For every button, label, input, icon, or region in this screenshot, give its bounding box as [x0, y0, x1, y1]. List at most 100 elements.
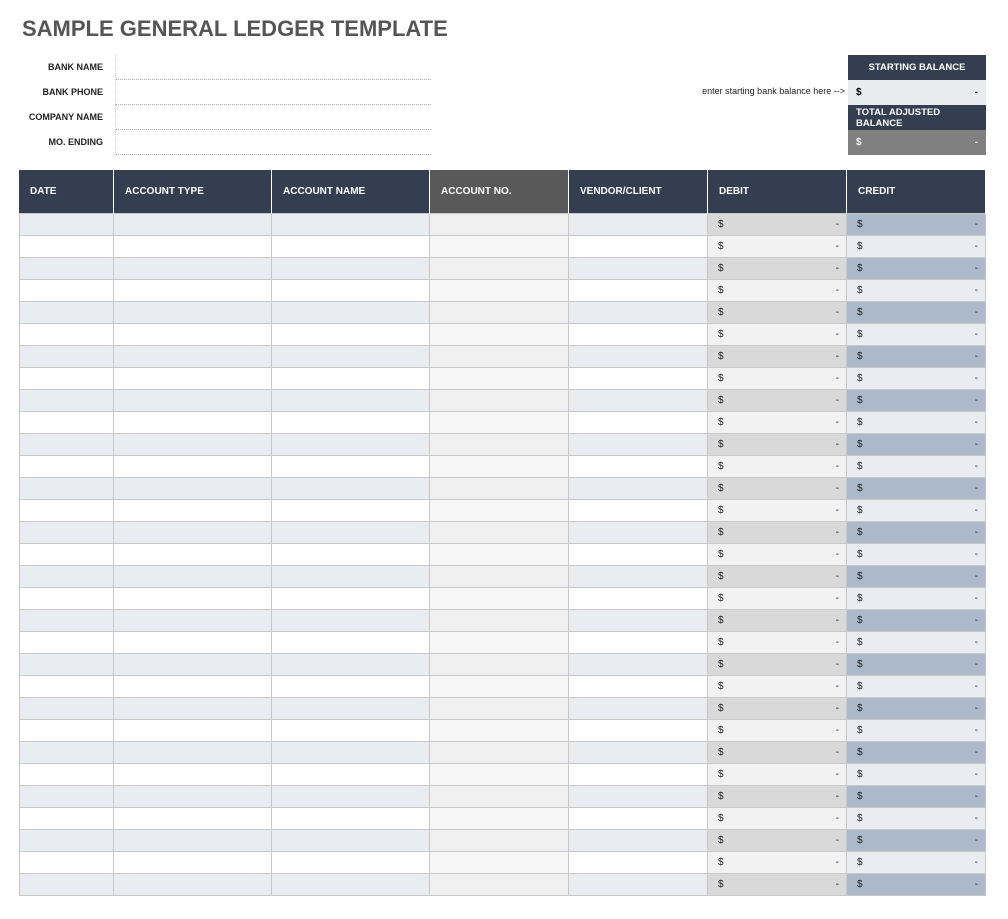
table-cell — [114, 830, 272, 852]
currency: $ — [857, 703, 863, 714]
amount: - — [974, 879, 978, 890]
table-cell — [272, 830, 430, 852]
table-cell — [272, 742, 430, 764]
table-cell: $ - — [847, 632, 986, 654]
table-cell — [569, 632, 708, 654]
amount: - — [835, 835, 839, 846]
table-cell: $ - — [847, 390, 986, 412]
table-cell — [569, 742, 708, 764]
table-cell — [114, 324, 272, 346]
currency: $ — [718, 813, 724, 824]
table-cell — [569, 368, 708, 390]
table-cell — [272, 698, 430, 720]
table-cell — [19, 280, 114, 302]
amount: - — [835, 571, 839, 582]
table-cell: $ - — [847, 720, 986, 742]
amount: - — [974, 483, 978, 494]
table-cell — [272, 324, 430, 346]
currency: $ — [718, 659, 724, 670]
table-cell: $ - — [708, 676, 847, 698]
table-cell — [114, 698, 272, 720]
amount: - — [835, 769, 839, 780]
currency: $ — [718, 549, 724, 560]
currency: $ — [718, 835, 724, 846]
column-header: DEBIT — [708, 170, 847, 214]
table-cell — [114, 346, 272, 368]
currency: $ — [857, 835, 863, 846]
table-cell: $ - — [847, 698, 986, 720]
table-cell: $ - — [847, 214, 986, 236]
amount: - — [835, 351, 839, 362]
currency: $ — [718, 505, 724, 516]
column-header: CREDIT — [847, 170, 986, 214]
table-cell — [19, 478, 114, 500]
amount: - — [835, 879, 839, 890]
table-cell — [430, 698, 569, 720]
amount: - — [974, 637, 978, 648]
currency: $ — [718, 637, 724, 648]
amount: - — [835, 659, 839, 670]
table-cell: $ - — [847, 478, 986, 500]
table-cell — [19, 522, 114, 544]
table-cell — [114, 544, 272, 566]
amount: - — [835, 241, 839, 252]
currency: $ — [718, 417, 724, 428]
table-cell — [19, 390, 114, 412]
amount: - — [835, 593, 839, 604]
amount: - — [835, 791, 839, 802]
table-cell — [19, 654, 114, 676]
amount: - — [835, 725, 839, 736]
currency: $ — [718, 219, 724, 230]
table-cell — [430, 720, 569, 742]
currency: $ — [718, 241, 724, 252]
table-cell: $ - — [708, 544, 847, 566]
currency: $ — [857, 593, 863, 604]
currency: $ — [718, 747, 724, 758]
table-cell: $ - — [847, 280, 986, 302]
table-cell — [430, 786, 569, 808]
table-cell: $ - — [847, 522, 986, 544]
table-cell — [19, 368, 114, 390]
amount: - — [974, 857, 978, 868]
table-cell — [272, 588, 430, 610]
table-cell: $ - — [708, 698, 847, 720]
field-label: BANK NAME — [48, 62, 103, 72]
currency: $ — [857, 307, 863, 318]
table-cell: $ - — [708, 214, 847, 236]
table-cell: $ - — [708, 500, 847, 522]
table-cell — [569, 654, 708, 676]
table-cell: $ - — [708, 434, 847, 456]
table-cell: $ - — [708, 258, 847, 280]
currency: $ — [857, 857, 863, 868]
field-label: MO. ENDING — [48, 137, 103, 147]
table-cell — [272, 390, 430, 412]
amount: - — [974, 703, 978, 714]
currency: $ — [857, 373, 863, 384]
table-cell — [569, 522, 708, 544]
table-cell — [114, 742, 272, 764]
amount: - — [974, 461, 978, 472]
table-cell — [272, 456, 430, 478]
table-cell — [272, 302, 430, 324]
table-cell — [114, 434, 272, 456]
table-cell: $ - — [708, 478, 847, 500]
amount: - — [974, 241, 978, 252]
table-cell — [114, 852, 272, 874]
table-cell: $ - — [847, 654, 986, 676]
table-cell — [19, 236, 114, 258]
amount: - — [835, 703, 839, 714]
table-cell — [569, 280, 708, 302]
table-cell: $ - — [847, 500, 986, 522]
table-cell — [272, 500, 430, 522]
column-header: VENDOR/CLIENT — [569, 170, 708, 214]
amount: - — [974, 813, 978, 824]
table-cell: $ - — [847, 368, 986, 390]
amount: - — [974, 659, 978, 670]
table-cell — [19, 874, 114, 896]
table-cell: $ - — [708, 742, 847, 764]
table-cell — [114, 874, 272, 896]
table-cell: $ - — [708, 280, 847, 302]
table-cell — [430, 346, 569, 368]
currency: $ — [718, 791, 724, 802]
table-cell — [19, 676, 114, 698]
